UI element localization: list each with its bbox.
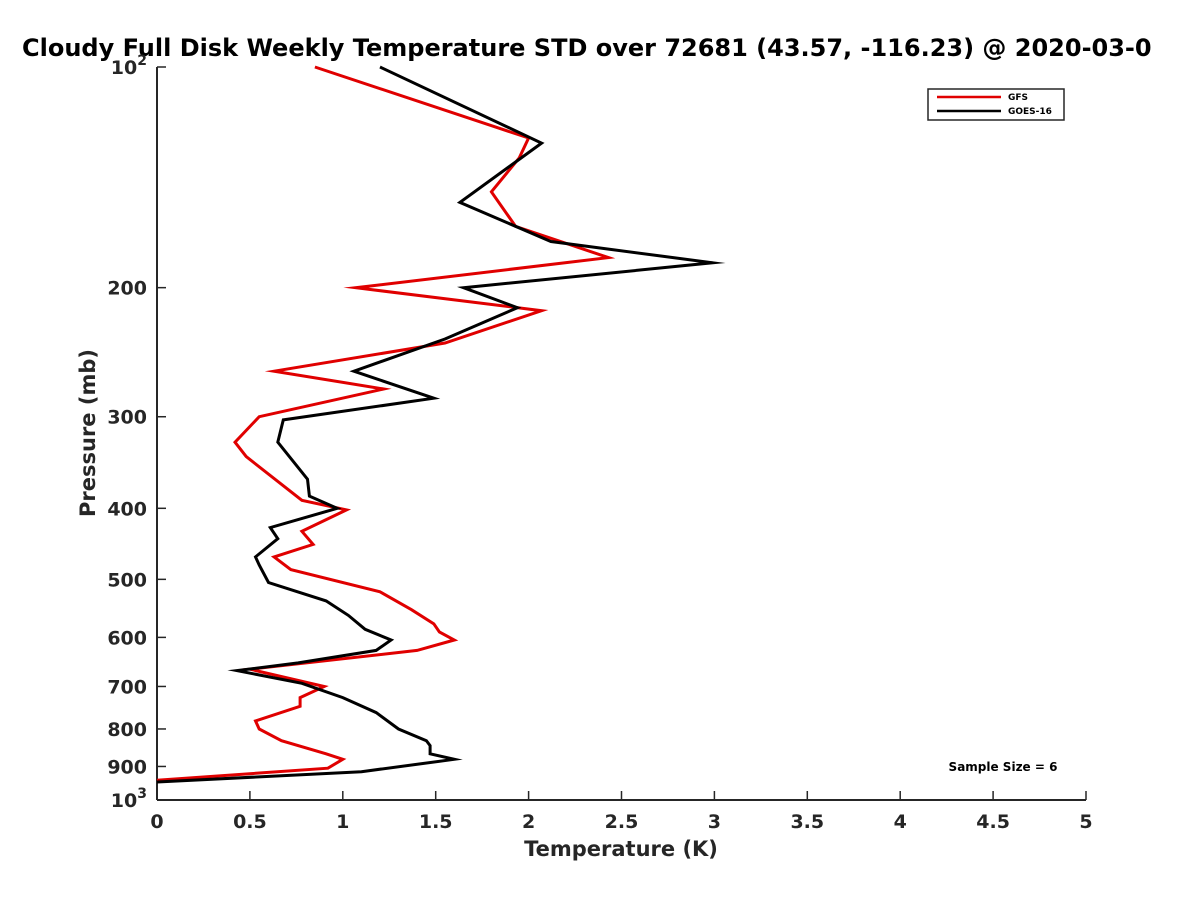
legend: GFS GOES-16 [927,88,1065,121]
x-axis-label: Temperature (K) [524,837,718,861]
series-line-goes-16 [156,65,726,784]
x-tick-label: 1 [336,811,349,833]
y-tick-label: 103 [111,786,147,812]
y-tick-label: 500 [107,569,147,591]
x-tick-label: 0.5 [233,811,267,833]
x-tick-label: 4 [894,811,907,833]
y-tick-label: 200 [107,278,147,300]
y-tick-label: 102 [111,53,147,79]
y-axis-label: Pressure (mb) [76,349,100,517]
x-tick-label: 4.5 [976,811,1010,833]
x-tick-label: 2 [522,811,535,833]
y-tick-label: 400 [107,498,147,520]
x-tick-label: 2.5 [605,811,639,833]
series-lines [156,65,726,784]
legend-label: GFS [1008,93,1028,103]
legend-items: GFS GOES-16 [937,93,1052,117]
series-line-gfs [156,65,616,782]
y-tick-label: 300 [107,407,147,429]
y-tick-label: 700 [107,676,147,698]
x-tick-label: 3 [708,811,721,833]
x-axis-ticks: 0 0.5 1 1.5 2 2.5 3 3.5 4 4.5 5 [150,791,1093,833]
y-tick-base: 10 [111,790,137,812]
sample-size-annotation: Sample Size = 6 [949,760,1058,774]
chart-title: Cloudy Full Disk Weekly Temperature STD … [22,34,1152,62]
y-tick-exponent: 2 [137,53,147,69]
x-tick-label: 5 [1079,811,1092,833]
y-tick-label: 900 [107,756,147,778]
x-tick-label: 0 [150,811,163,833]
y-tick-base: 10 [111,57,137,79]
x-tick-label: 3.5 [790,811,824,833]
y-tick-exponent: 3 [137,786,147,802]
legend-box [927,88,1065,121]
x-tick-label: 1.5 [419,811,453,833]
y-tick-label: 600 [107,627,147,649]
legend-label: GOES-16 [1008,107,1052,117]
y-tick-label: 800 [107,719,147,741]
